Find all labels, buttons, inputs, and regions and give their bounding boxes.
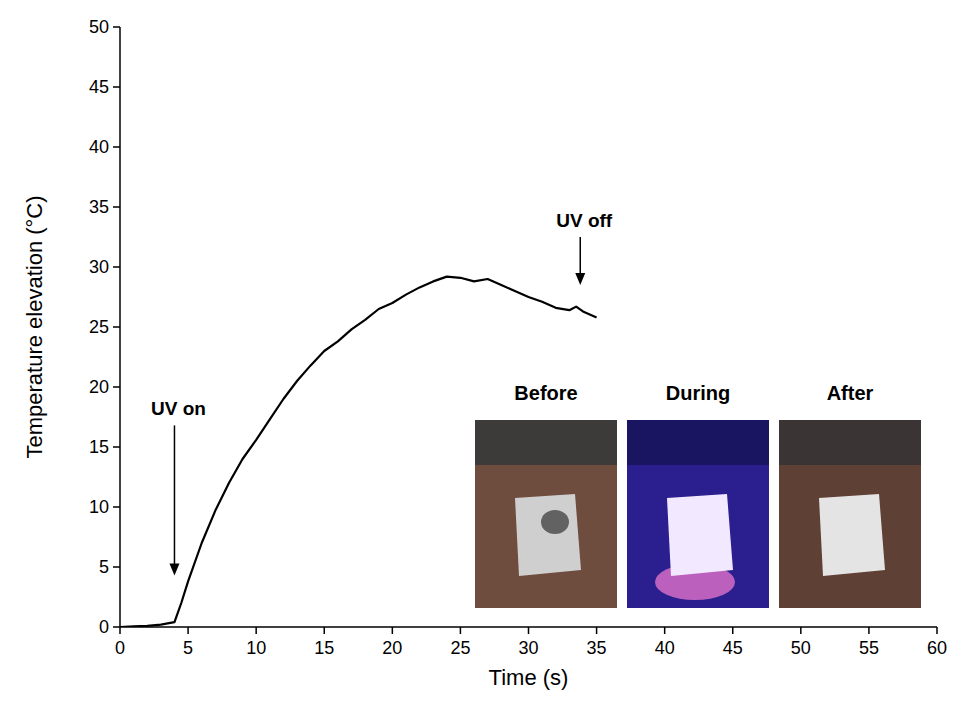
x-tick-label: 5	[183, 638, 193, 658]
y-tick	[113, 566, 120, 568]
x-tick-label: 0	[115, 638, 125, 658]
inset-label: During	[666, 382, 730, 404]
y-tick-label: 5	[99, 557, 109, 577]
y-tick-label: 20	[89, 377, 109, 397]
inset-photo-top	[627, 420, 769, 465]
inset-label: After	[827, 382, 874, 404]
inset-label: Before	[514, 382, 577, 404]
x-tick	[936, 627, 938, 634]
x-tick-label: 25	[450, 638, 470, 658]
y-tick	[113, 386, 120, 388]
y-tick	[113, 326, 120, 328]
arrow-head	[575, 273, 585, 285]
y-tick-label: 25	[89, 317, 109, 337]
inset-photo	[627, 420, 769, 608]
y-tick	[113, 266, 120, 268]
chart: 0 5 10 15 20 25 30 35 40 45 50 55 60 0 5 10 15 20 25 30 35 40…	[0, 0, 954, 722]
y-tick-label: 50	[89, 17, 109, 37]
x-tick-label: 10	[246, 638, 266, 658]
annotation: UV off	[556, 210, 613, 231]
y-tick	[113, 626, 120, 628]
inset-cube	[667, 494, 733, 576]
y-tick-label: 0	[99, 617, 109, 637]
y-tick	[113, 506, 120, 508]
x-tick	[119, 627, 121, 634]
y-tick-label: 15	[89, 437, 109, 457]
x-tick	[324, 627, 326, 634]
y-tick-label: 10	[89, 497, 109, 517]
inset-cube	[515, 494, 581, 576]
x-tick-label: 55	[859, 638, 879, 658]
x-tick	[664, 627, 666, 634]
y-tick	[113, 86, 120, 88]
x-tick-label: 20	[382, 638, 402, 658]
y-tick-label: 40	[89, 137, 109, 157]
x-tick	[800, 627, 802, 634]
arrow-shaft	[174, 425, 176, 565]
inset-photo	[475, 420, 617, 608]
x-tick	[596, 627, 598, 634]
y-tick	[113, 146, 120, 148]
y-tick	[113, 446, 120, 448]
inset-photo	[779, 420, 921, 608]
arrow-head	[169, 563, 179, 575]
x-tick	[255, 627, 257, 634]
y-tick	[113, 206, 120, 208]
x-tick-label: 40	[655, 638, 675, 658]
y-axis-title: Temperature elevation (°C)	[22, 195, 47, 458]
x-tick-label: 35	[587, 638, 607, 658]
inset-photo-top	[475, 420, 617, 465]
x-tick-label: 60	[927, 638, 947, 658]
inset-cube	[819, 494, 885, 576]
x-tick	[392, 627, 394, 634]
annotation: UV on	[151, 398, 206, 419]
x-axis-title: Time (s)	[489, 665, 569, 690]
arrow-shaft	[579, 237, 581, 275]
x-tick	[732, 627, 734, 634]
y-tick-label: 45	[89, 77, 109, 97]
x-tick	[528, 627, 530, 634]
x-tick	[187, 627, 189, 634]
x-tick	[460, 627, 462, 634]
y-tick	[113, 26, 120, 28]
inset-photo-top	[779, 420, 921, 465]
inset-spot	[541, 510, 569, 534]
x-tick-label: 30	[518, 638, 538, 658]
x-tick	[868, 627, 870, 634]
x-tick-label: 45	[723, 638, 743, 658]
y-tick-label: 35	[89, 197, 109, 217]
x-tick-label: 15	[314, 638, 334, 658]
y-tick-label: 30	[89, 257, 109, 277]
x-tick-label: 50	[791, 638, 811, 658]
